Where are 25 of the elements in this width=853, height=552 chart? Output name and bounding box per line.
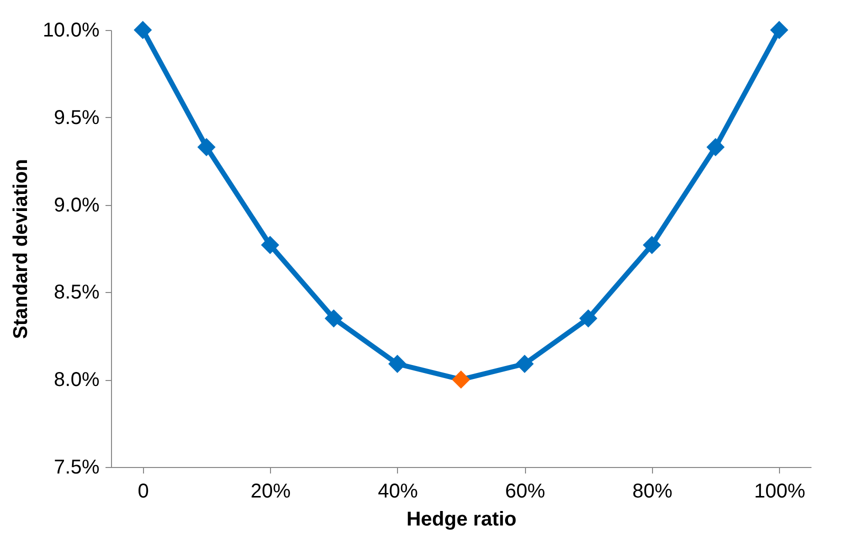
x-tick-label: 20% [250,480,291,502]
x-axis-title: Hedge ratio [406,508,517,530]
point [261,236,280,254]
point [642,236,661,254]
x-tick-label: 0 [138,480,149,502]
point [770,20,788,40]
point [452,370,470,389]
x-tick-label: 80% [632,480,673,502]
y-axis-title: Standard deviation [10,158,32,340]
y-tick-label: 8.0% [54,369,100,392]
y-tick-label: 9.0% [54,194,100,216]
point [388,354,406,373]
point [706,138,725,156]
x-tick-label: 60% [505,480,546,502]
y-tick-label: 7.5% [54,456,100,478]
y-tick-label: 10.0% [42,20,100,42]
y-tick-label: 9.5% [54,106,100,129]
point [197,138,216,156]
point [579,309,598,328]
y-tick-label: 8.5% [54,282,100,304]
point [516,354,534,373]
x-tick-label: 100% [754,480,806,502]
point [134,20,152,40]
x-tick-label: 40% [378,480,418,502]
point [324,309,343,328]
